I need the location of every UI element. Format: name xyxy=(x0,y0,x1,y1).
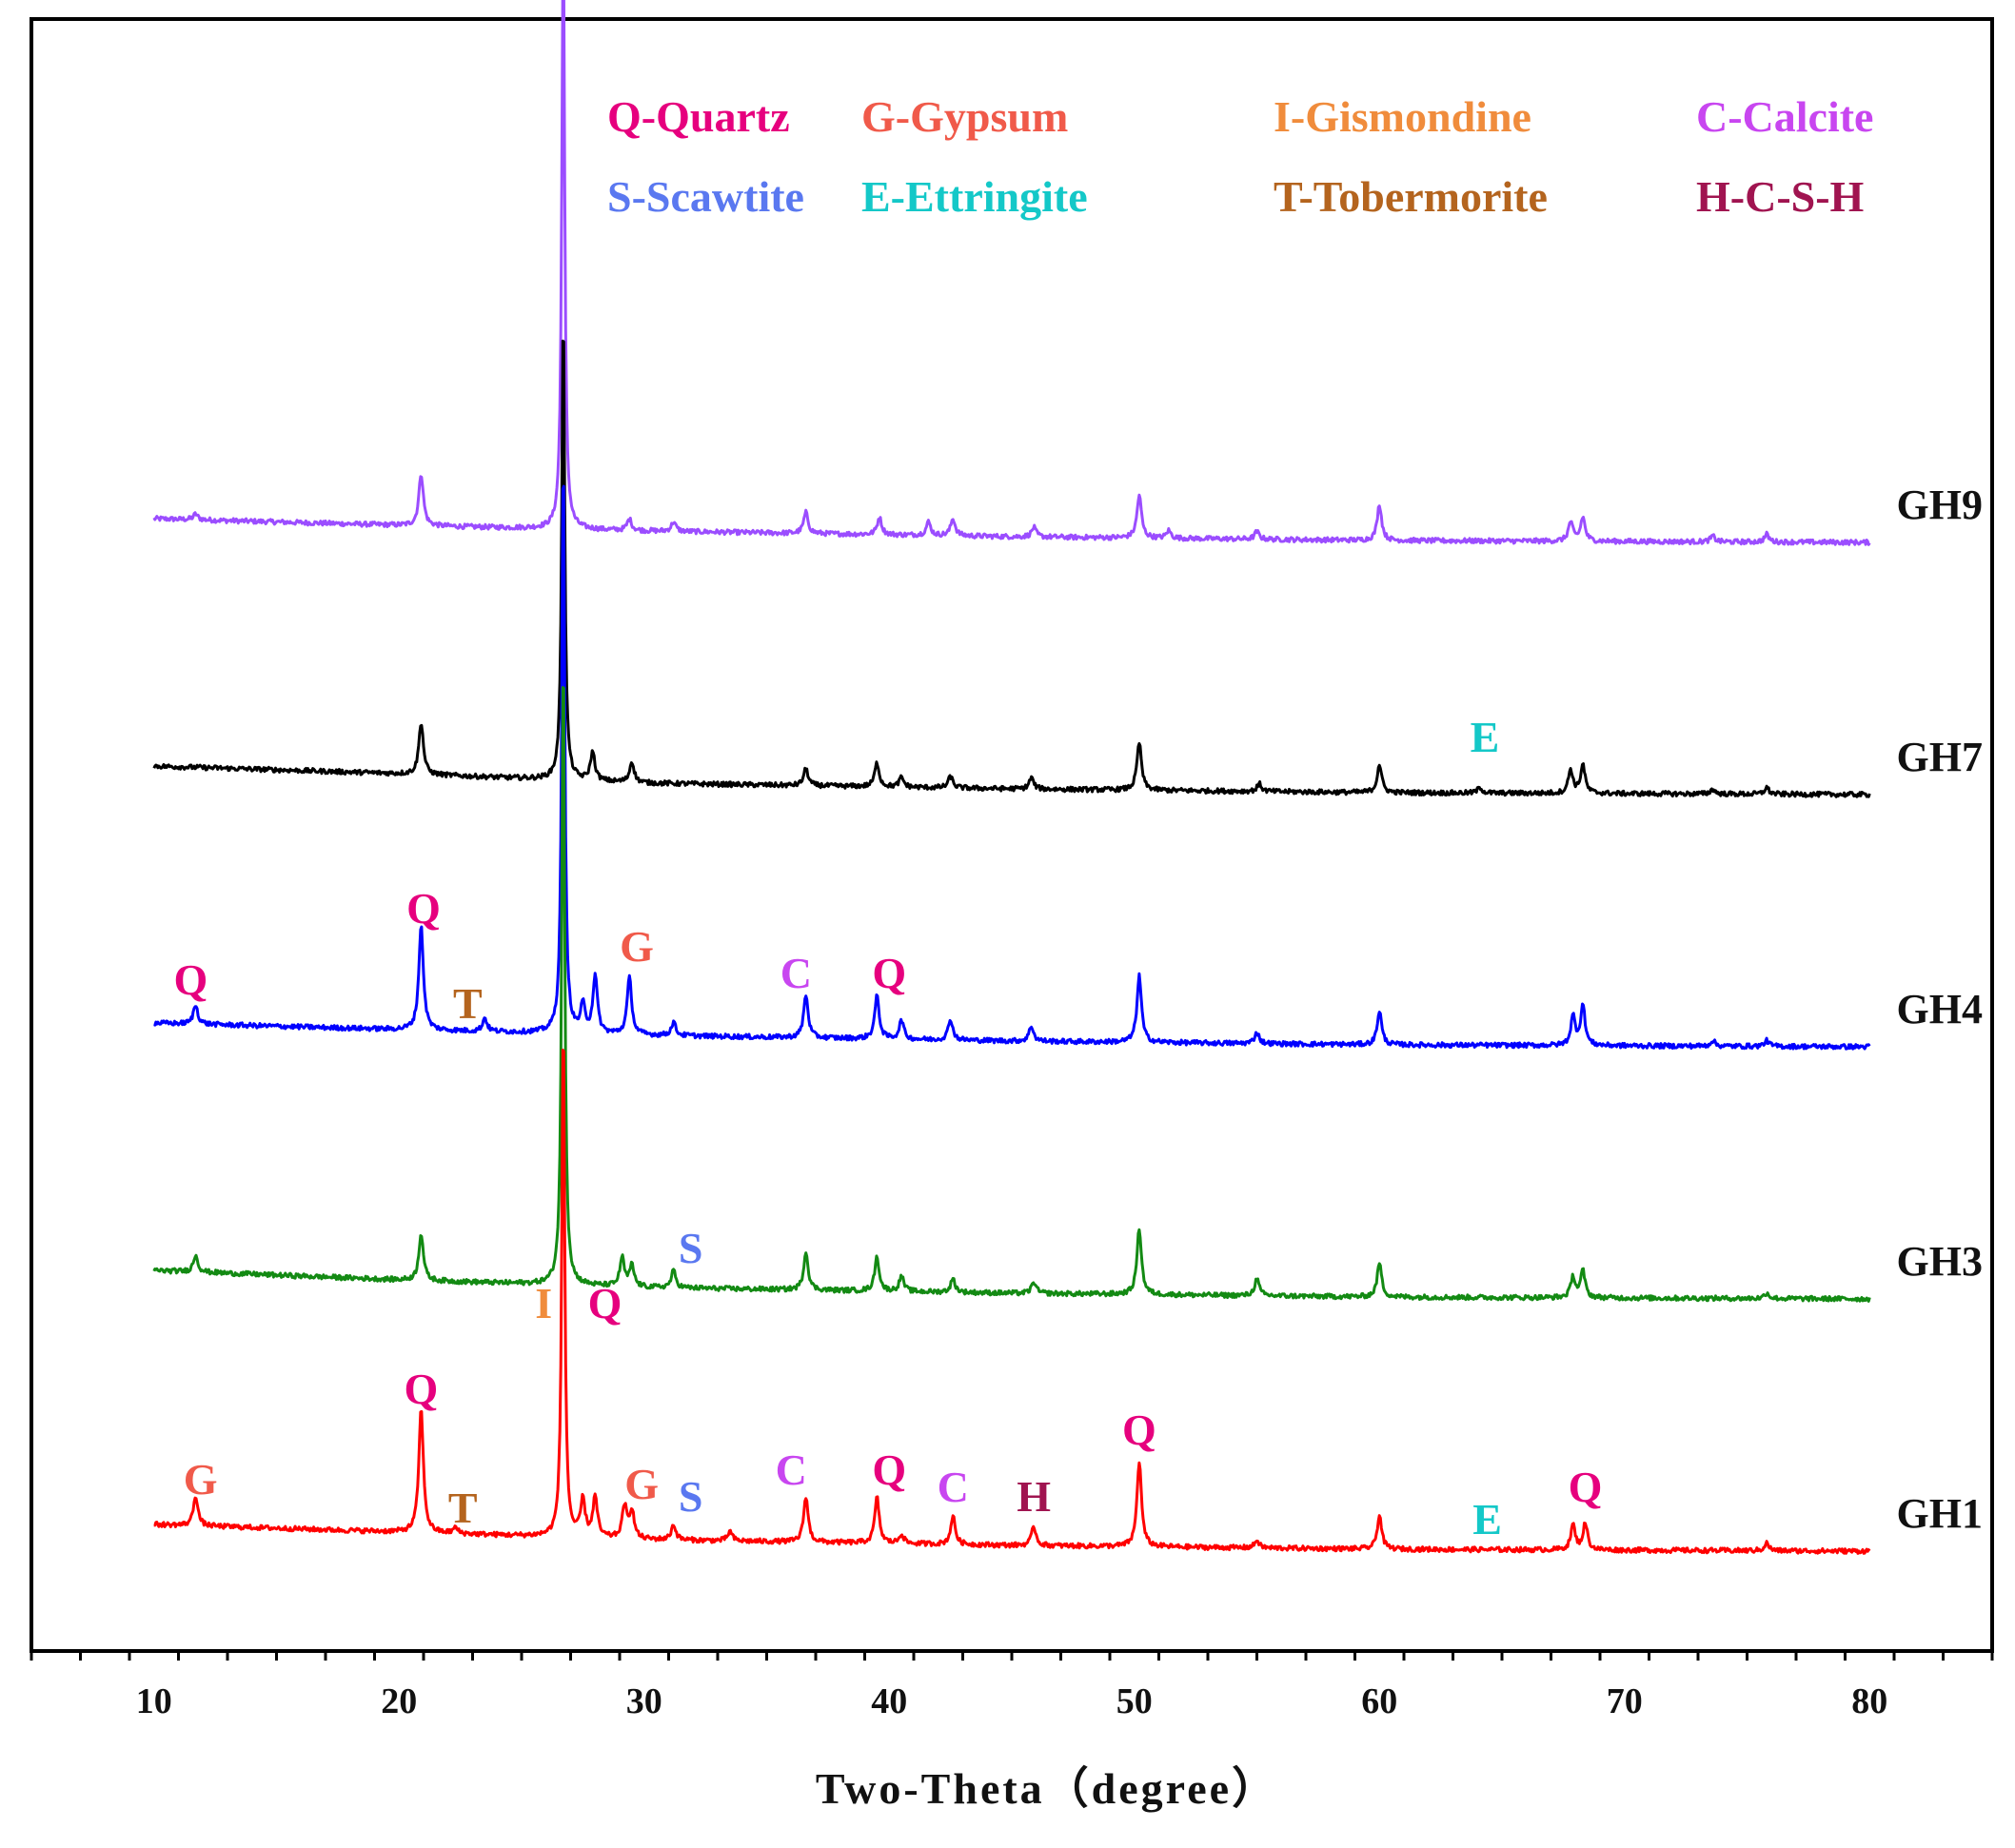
peak-label: H xyxy=(1017,1472,1051,1521)
legend-item: I-Gismondine xyxy=(1274,92,1531,141)
series-line-gh4 xyxy=(153,484,1871,1051)
x-tick-label: 40 xyxy=(871,1681,907,1721)
peak-label: Q xyxy=(405,1365,439,1413)
peak-label: Q xyxy=(872,1445,906,1494)
series-label-gh9: GH9 xyxy=(1897,482,1983,528)
legend-item: C-Calcite xyxy=(1696,92,1873,141)
peak-label: I xyxy=(535,1279,552,1327)
peak-label: Q xyxy=(173,955,207,1004)
x-tick-label: 50 xyxy=(1116,1681,1153,1721)
x-tick-label: 70 xyxy=(1607,1681,1643,1721)
peak-labels: QEQQTGCQSIQGQTGSCQCHQEQ xyxy=(173,713,1603,1543)
series-line-gh7 xyxy=(152,339,1871,798)
series-label-gh7: GH7 xyxy=(1897,734,1983,780)
legend: Q-Quartz G-Gypsum I-Gismondine C-Calcite S-S… xyxy=(607,92,1873,221)
series-label-gh1: GH1 xyxy=(1897,1490,1983,1537)
x-tick-label: 60 xyxy=(1361,1681,1397,1721)
legend-item: G-Gypsum xyxy=(861,92,1068,141)
peak-label: Q xyxy=(872,949,906,997)
peak-label: Q xyxy=(406,884,441,933)
peak-label: Q xyxy=(1569,1463,1603,1511)
plot-frame xyxy=(30,17,1994,1653)
x-tick-label: 30 xyxy=(626,1681,662,1721)
peak-label: G xyxy=(620,922,654,971)
peak-label: E xyxy=(1471,713,1500,761)
series-line-gh1 xyxy=(153,1049,1871,1555)
peak-label: G xyxy=(624,1460,659,1508)
legend-item: Q-Quartz xyxy=(607,92,790,141)
peak-label: T xyxy=(448,1484,478,1532)
legend-item: S-Scawtite xyxy=(607,172,804,221)
peak-label: Q xyxy=(588,1279,622,1327)
peak-label: C xyxy=(938,1463,969,1511)
x-axis-ticks xyxy=(30,1651,1994,1661)
series-label-gh4: GH4 xyxy=(1897,986,1983,1032)
series-line-gh9 xyxy=(152,0,1871,546)
x-tick-label: 80 xyxy=(1851,1681,1887,1721)
series-lines xyxy=(152,0,1871,1555)
x-axis-title: Two-Theta（degree） xyxy=(816,1764,1278,1813)
x-axis-tick-labels: 10 20 30 40 50 60 70 80 xyxy=(136,1681,1888,1721)
legend-item: E-Ettringite xyxy=(861,172,1088,221)
peak-label: E xyxy=(1472,1495,1502,1543)
peak-label: T xyxy=(453,979,483,1028)
legend-item: H-C-S-H xyxy=(1696,172,1865,221)
peak-label: Q xyxy=(1122,1406,1156,1454)
peak-label: S xyxy=(679,1472,703,1521)
peak-label: G xyxy=(184,1455,218,1504)
series-labels: GH9 GH7 GH4 GH3 GH1 xyxy=(1897,482,1983,1537)
peak-label: C xyxy=(776,1445,807,1494)
x-tick-label: 10 xyxy=(136,1681,172,1721)
peak-label: C xyxy=(780,949,812,997)
peak-label: S xyxy=(679,1224,703,1272)
x-tick-label: 20 xyxy=(381,1681,417,1721)
series-line-gh3 xyxy=(152,686,1871,1303)
legend-item: T-Tobermorite xyxy=(1274,172,1548,221)
series-label-gh3: GH3 xyxy=(1897,1238,1983,1285)
